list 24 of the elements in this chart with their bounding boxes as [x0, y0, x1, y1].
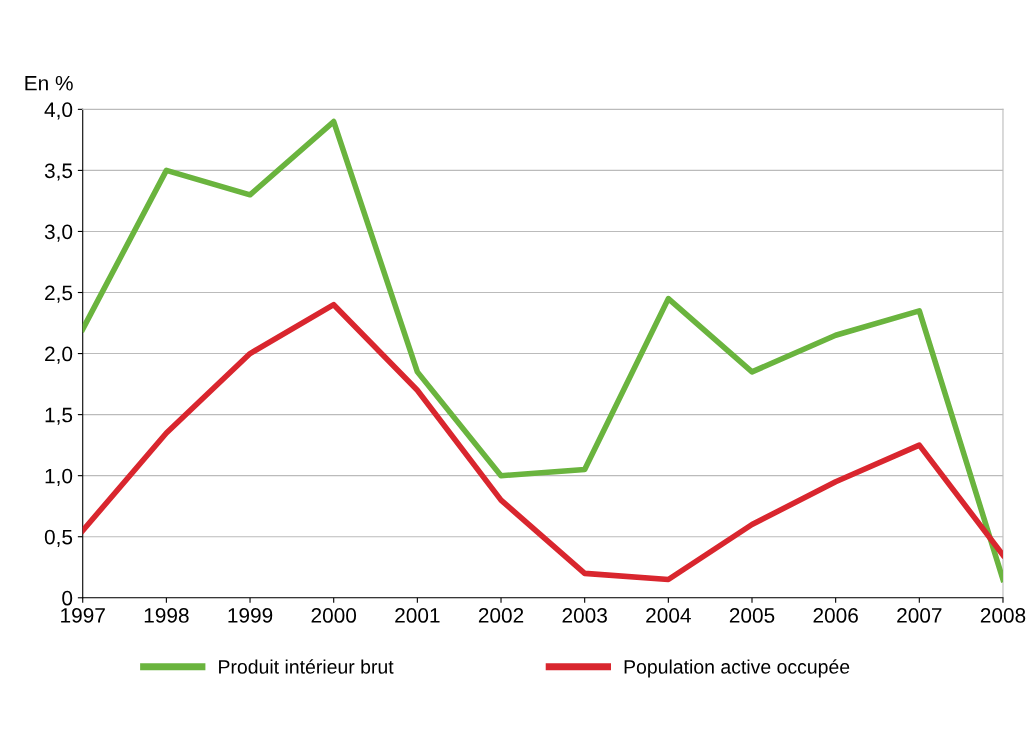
- x-tick-label: 2003: [562, 608, 607, 623]
- y-tick-label: 4,0: [44, 102, 73, 120]
- legend-label: Produit intérieur brut: [219, 659, 394, 674]
- y-axis-title: En %: [25, 75, 73, 91]
- x-tick-label: 2000: [311, 608, 357, 623]
- x-tick-label: 2006: [813, 608, 858, 623]
- x-tick-label: 2008: [980, 608, 1026, 623]
- x-tick-label: 1999: [228, 608, 273, 623]
- y-tick-label: 1,0: [45, 468, 73, 486]
- x-tick-label: 2005: [729, 608, 775, 623]
- x-tick-label: 2002: [478, 608, 524, 623]
- x-tick-label: 1997: [61, 608, 105, 623]
- x-tick-label: 2007: [897, 608, 942, 623]
- y-tick-label: 3,5: [44, 163, 73, 181]
- y-tick-label: 3,0: [44, 224, 73, 242]
- y-tick-label: 0,5: [44, 529, 73, 547]
- x-tick-label: 2001: [395, 608, 440, 623]
- y-tick-label: 1,5: [45, 407, 73, 425]
- y-tick-label: 2,5: [45, 285, 73, 303]
- y-tick-label: 2,0: [45, 346, 73, 364]
- x-tick-label: 2004: [646, 608, 691, 623]
- x-tick-label: 1998: [144, 608, 189, 623]
- legend-label: Population active occupée: [624, 659, 850, 678]
- y-tick-label: 0: [62, 590, 73, 606]
